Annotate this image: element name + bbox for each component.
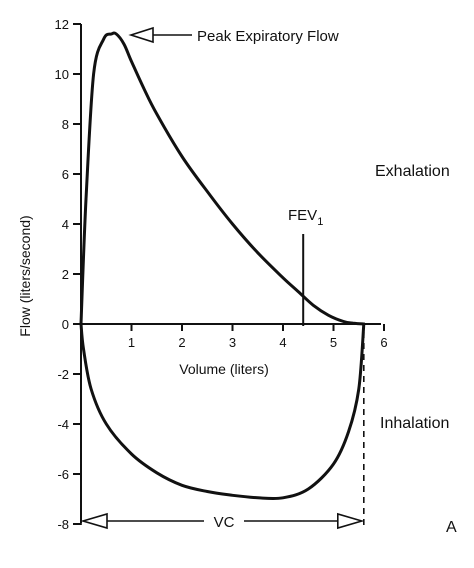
fev1-annotation: FEV1 xyxy=(288,207,323,326)
x-tick-label: 1 xyxy=(128,335,135,350)
x-tick-label: 6 xyxy=(380,335,387,350)
y-tick-label: 12 xyxy=(55,17,69,32)
y-tick-label: 6 xyxy=(62,167,69,182)
y-tick-label: 2 xyxy=(62,267,69,282)
pef-label: Peak Expiratory Flow xyxy=(197,28,339,45)
pef-annotation: Peak Expiratory Flow xyxy=(128,26,339,45)
y-tick-label: 4 xyxy=(62,217,69,232)
y-tick-label: -2 xyxy=(57,367,69,382)
y-axis-ticks: 12 10 8 6 4 2 0 -2 -4 -6 -8 xyxy=(55,17,81,532)
x-tick-label: 5 xyxy=(330,335,337,350)
exhalation-curve xyxy=(79,31,366,326)
y-tick-label: 8 xyxy=(62,117,69,132)
x-tick-label: 3 xyxy=(229,335,236,350)
y-tick-label: 0 xyxy=(62,317,69,332)
y-tick-label: -8 xyxy=(57,517,69,532)
vc-left-arrowhead xyxy=(80,512,108,530)
inhalation-label: Inhalation xyxy=(380,415,449,432)
y-tick-label: 10 xyxy=(55,67,69,82)
vc-right-arrowhead xyxy=(336,512,365,530)
vc-annotation: VC xyxy=(80,332,365,531)
inhalation-curve xyxy=(79,322,366,501)
panel-label: A xyxy=(446,519,457,536)
x-axis-label: Volume (liters) xyxy=(179,361,268,377)
pef-arrowhead xyxy=(128,26,154,44)
x-axis-ticks: 1 2 3 4 5 6 xyxy=(128,324,388,350)
x-tick-label: 2 xyxy=(178,335,185,350)
fev1-label: FEV1 xyxy=(288,207,323,228)
fev1-subscript: 1 xyxy=(317,216,323,228)
vc-label: VC xyxy=(214,514,235,531)
y-axis-label: Flow (liters/second) xyxy=(17,215,33,336)
y-tick-label: -4 xyxy=(57,417,69,432)
exhalation-label: Exhalation xyxy=(375,163,450,180)
y-tick-label: -6 xyxy=(57,467,69,482)
x-tick-label: 4 xyxy=(279,335,286,350)
